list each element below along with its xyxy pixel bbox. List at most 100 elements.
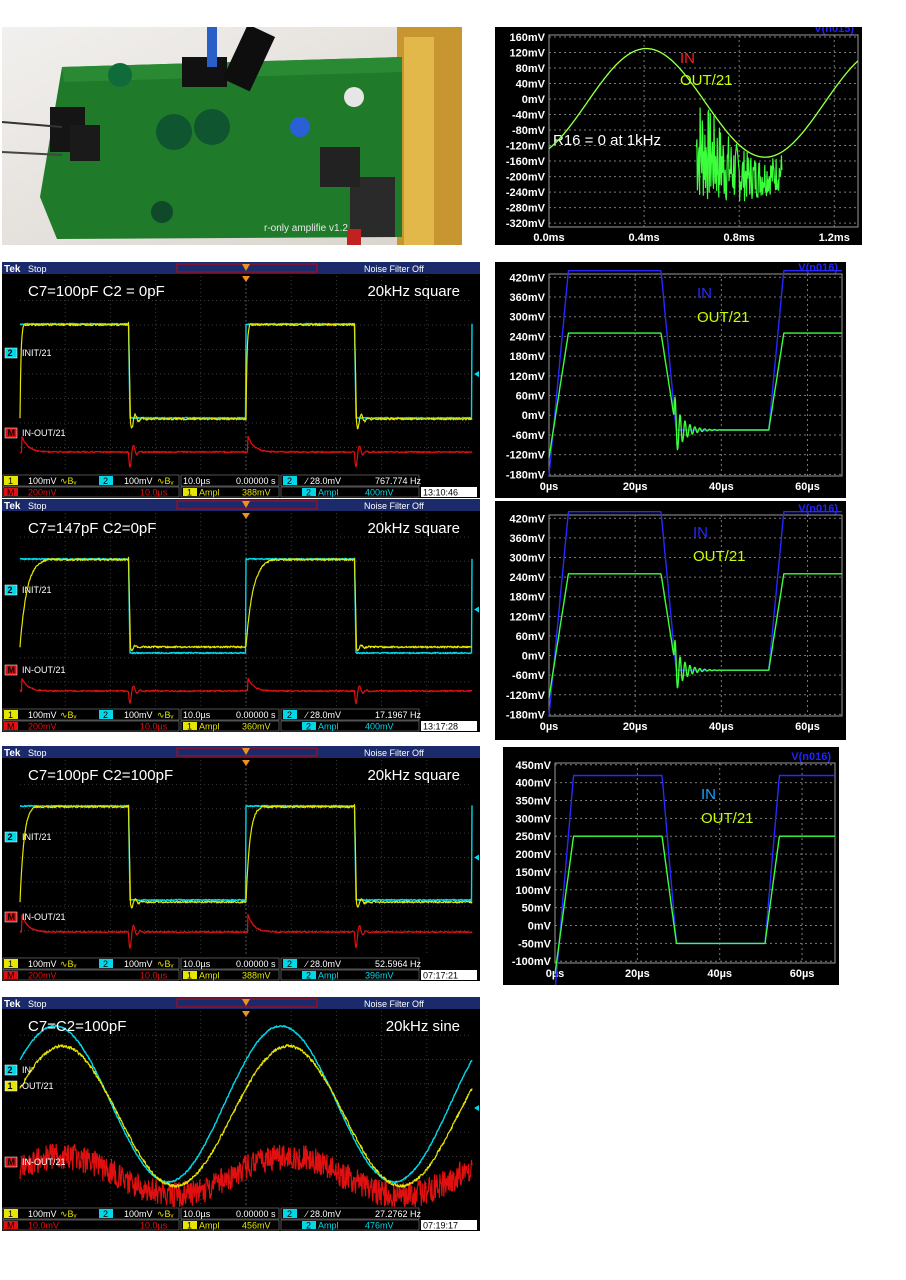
- meas1-box: [180, 720, 280, 732]
- ch2-scale: 100mV: [124, 1209, 153, 1219]
- math-badge: [4, 722, 18, 730]
- plot-title: V(n016): [791, 751, 831, 763]
- trigger-level-icon: [474, 854, 479, 861]
- trig-ch-badge: [283, 710, 297, 719]
- trigger-position-icon: [242, 1011, 250, 1017]
- meas1-badge-text: 1: [187, 1221, 192, 1231]
- time-offset: 0.00000 s: [236, 476, 276, 486]
- spice-grid: [548, 35, 858, 227]
- ch1-badge-text: 1: [8, 476, 13, 486]
- channel-marker-text: 2: [8, 585, 13, 595]
- ch2-badge: [99, 476, 113, 485]
- channel-marker-2: [4, 347, 18, 359]
- trace-out: [19, 556, 473, 652]
- scope-top-bar: [2, 499, 480, 511]
- scope-status: Stop: [28, 999, 47, 1009]
- ch2-badge-text: 2: [103, 710, 108, 720]
- spice-frame: [548, 34, 859, 228]
- ch2-badge-text: 2: [103, 1209, 108, 1219]
- y-tick-label: 100mV: [516, 885, 552, 897]
- ch2-scale: 100mV: [124, 959, 153, 969]
- x-tick-label: 60µs: [795, 721, 820, 733]
- meas1-value: 456mV: [242, 1221, 271, 1231]
- ch2-scale: 100mV: [124, 476, 153, 486]
- meas2-badge: [302, 488, 316, 496]
- trig-ch-badge: [283, 476, 297, 485]
- trig-ch-badge: [283, 1209, 297, 1218]
- channel-label: INIT/21: [22, 832, 52, 842]
- scope-top-bar: [2, 262, 480, 274]
- y-tick-label: 80mV: [516, 63, 546, 75]
- meas2-value: 400mV: [365, 488, 394, 498]
- meas1-label: Ampl: [199, 971, 220, 981]
- math-badge-text: M: [7, 1221, 15, 1231]
- math-badge-text: M: [7, 722, 15, 732]
- meas1-badge: [183, 722, 197, 730]
- ch1-scale: 100mV: [28, 959, 57, 969]
- y-tick-label: 180mV: [510, 592, 546, 604]
- math-timebase: 10.0µs: [140, 488, 168, 498]
- channel-label: IN-OUT/21: [22, 1157, 66, 1167]
- channel-label: IN-OUT/21: [22, 912, 66, 922]
- math-badge: [4, 971, 18, 979]
- y-tick-label: -240mV: [506, 187, 546, 199]
- y-tick-label: -320mV: [506, 218, 546, 230]
- series-out: [548, 573, 843, 698]
- y-tick-label: -180mV: [506, 709, 546, 721]
- ch2-bw: ∿Bᵥ: [157, 476, 174, 486]
- ch1-badge-text: 1: [8, 710, 13, 720]
- y-tick-label: 420mV: [510, 513, 546, 525]
- legend-out21: OUT/21: [693, 548, 746, 565]
- scope-capture-2: Tek Stop Noise Filter Off C7=147pF C2=0pF 20…: [2, 499, 480, 732]
- channel-label: IN: [22, 1065, 31, 1075]
- y-tick-label: -200mV: [506, 172, 546, 184]
- meas2-badge-text: 2: [306, 722, 311, 732]
- readout-box: [2, 474, 180, 487]
- y-tick-label: -40mV: [512, 110, 546, 122]
- annotation-text: R16 = 0 at 1kHz: [553, 132, 661, 149]
- time-offset: 0.00000 s: [236, 710, 276, 720]
- math-timebase: 10.0µs: [140, 971, 168, 981]
- math-scale: 200mV: [28, 488, 57, 498]
- trace-in: [19, 804, 473, 902]
- y-tick-label: 250mV: [516, 831, 552, 843]
- meas2-badge-text: 2: [306, 971, 311, 981]
- meas2-badge-text: 2: [306, 1221, 311, 1231]
- y-tick-label: 300mV: [516, 813, 552, 825]
- scope-brand: Tek: [4, 501, 21, 512]
- caption-components: C7=100pF C2 = 0pF: [28, 283, 165, 300]
- trace-in-minus-out: [19, 436, 473, 468]
- spice-frame: [548, 514, 843, 717]
- x-tick-label: 40µs: [707, 968, 732, 980]
- meas2-label: Ampl: [318, 1221, 339, 1231]
- trigger-marker-icon: [242, 999, 250, 1006]
- caption-signal: 20kHz sine: [386, 1018, 460, 1035]
- trigger-frequency: 27.2762 Hz: [375, 1209, 422, 1219]
- trigger-box: [280, 1207, 420, 1220]
- y-tick-label: 60mV: [516, 391, 546, 403]
- scope-brand: Tek: [4, 999, 21, 1010]
- math-box: [2, 486, 180, 498]
- trace-in: [19, 1024, 473, 1184]
- meas1-badge: [183, 971, 197, 979]
- meas2-label: Ampl: [318, 722, 339, 732]
- channel-label: INIT/21: [22, 348, 52, 358]
- ch2-badge: [99, 959, 113, 968]
- channel-marker-text: 1: [8, 1081, 13, 1091]
- timebase-box: [180, 1207, 280, 1220]
- trigger-frequency: 17.1967 Hz: [375, 710, 422, 720]
- legend-out21: OUT/21: [697, 309, 750, 326]
- trig-ch-text: 2: [287, 476, 292, 486]
- math-timebase: 10.0µs: [140, 1221, 168, 1231]
- spice-frame: [554, 762, 836, 964]
- meas2-label: Ampl: [318, 488, 339, 498]
- distortion-band: [695, 107, 783, 202]
- meas1-label: Ampl: [199, 488, 220, 498]
- channel-marker-text: M: [8, 1157, 16, 1167]
- ch1-bw: ∿Bᵥ: [60, 710, 77, 720]
- clock-time: 07:19:17: [423, 1221, 458, 1231]
- channel-marker-1: [4, 1080, 18, 1092]
- pcb-photo: r-only amplifie v1.2: [2, 27, 462, 245]
- math-box: [2, 720, 180, 732]
- meas1-badge: [183, 488, 197, 496]
